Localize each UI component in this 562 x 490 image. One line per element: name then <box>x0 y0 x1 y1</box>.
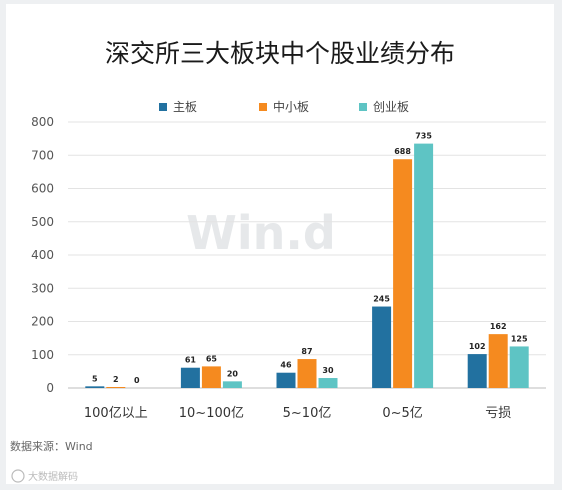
x-tick-label: 100亿以上 <box>84 406 148 421</box>
y-tick-label: 800 <box>31 115 54 129</box>
bar <box>85 386 105 388</box>
bar <box>318 378 338 388</box>
data-label: 65 <box>206 354 218 363</box>
bar <box>297 359 317 388</box>
bar <box>414 143 434 388</box>
bar <box>276 372 296 388</box>
legend-label: 主板 <box>173 100 197 114</box>
credit-text: 大数据解码 <box>28 470 78 483</box>
weibo-icon <box>11 469 25 483</box>
bar <box>467 354 487 388</box>
y-tick-label: 600 <box>31 182 54 196</box>
data-label: 162 <box>490 322 507 331</box>
y-axis-ticks: 0 100 200 300 400 500 600 700 800 <box>31 115 54 395</box>
y-tick-label: 400 <box>31 248 54 262</box>
data-label: 0 <box>134 376 140 385</box>
grid-lines <box>68 121 546 389</box>
data-label: 61 <box>185 356 197 365</box>
data-label: 2 <box>113 375 119 384</box>
data-label: 688 <box>394 147 411 156</box>
legend-swatch <box>259 103 267 111</box>
x-tick-label: 亏损 <box>485 406 511 421</box>
legend-label: 中小板 <box>273 99 309 114</box>
data-label: 735 <box>415 132 432 141</box>
legend-label: 创业板 <box>373 100 409 114</box>
bar <box>180 367 200 388</box>
legend-swatch <box>159 103 167 111</box>
y-tick-label: 0 <box>46 381 54 395</box>
credit: 大数据解码 <box>11 469 78 483</box>
bar <box>393 159 413 388</box>
bars <box>85 143 529 388</box>
y-tick-label: 300 <box>31 281 54 295</box>
x-tick-label: 0~5亿 <box>382 406 422 421</box>
x-tick-label: 10~100亿 <box>179 406 244 421</box>
x-axis-labels: 100亿以上 10~100亿 5~10亿 0~5亿 亏损 <box>84 406 511 421</box>
chart-title: 深交所三大板块中个股业绩分布 <box>105 39 455 68</box>
data-label: 5 <box>92 374 98 383</box>
data-label: 245 <box>373 295 390 304</box>
data-label: 20 <box>227 369 239 378</box>
y-tick-label: 500 <box>31 215 54 229</box>
legend: 主板 中小板 创业板 <box>159 99 409 114</box>
bar <box>488 334 508 388</box>
bar <box>372 306 392 388</box>
bar <box>201 366 221 388</box>
legend-swatch <box>359 103 367 111</box>
watermark: Win.d <box>186 206 336 260</box>
x-tick-label: 5~10亿 <box>283 406 332 421</box>
data-label: 46 <box>280 361 292 370</box>
data-label: 30 <box>322 366 334 375</box>
data-label: 125 <box>511 334 528 343</box>
bar <box>509 346 529 388</box>
bar <box>106 387 126 388</box>
data-label: 102 <box>469 342 486 351</box>
y-tick-label: 700 <box>31 148 54 162</box>
source-note: 数据来源：Wind <box>10 439 93 453</box>
y-tick-label: 200 <box>31 315 54 329</box>
chart-card: 深交所三大板块中个股业绩分布 Win.d 0 100 200 300 400 500 600… <box>6 4 554 484</box>
y-tick-label: 100 <box>31 348 54 362</box>
bar-chart: 深交所三大板块中个股业绩分布 Win.d 0100200300400500600… <box>10 39 546 483</box>
data-label: 87 <box>301 347 312 356</box>
bar <box>222 381 242 388</box>
